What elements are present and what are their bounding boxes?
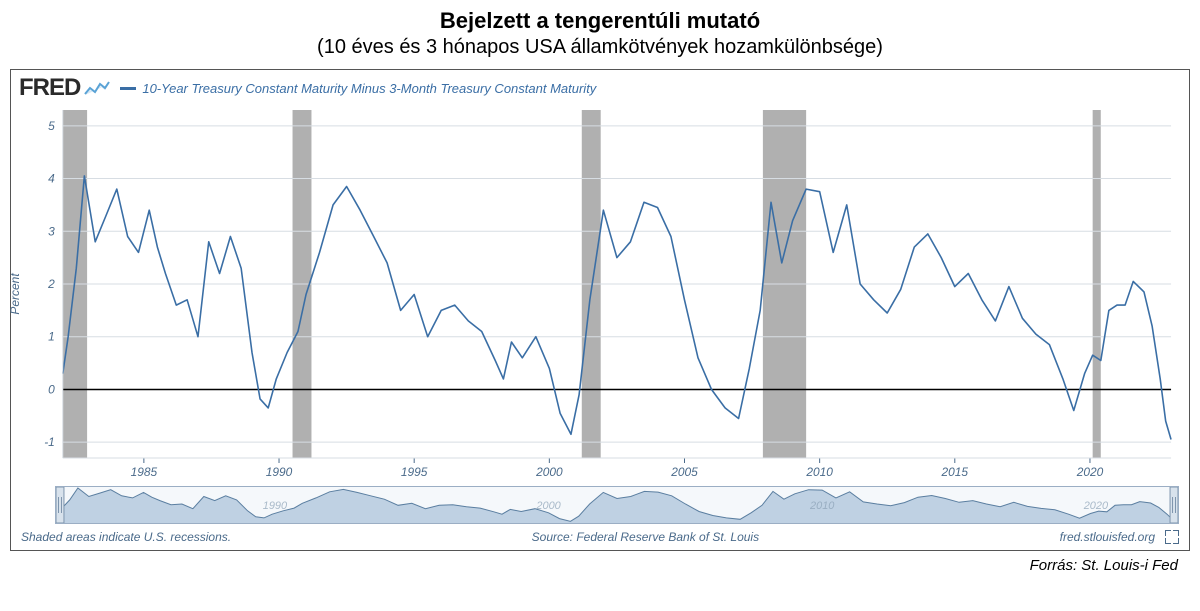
fred-logo-text: FRED <box>19 74 80 102</box>
fullscreen-icon[interactable] <box>1165 530 1179 544</box>
svg-text:5: 5 <box>48 119 55 133</box>
fred-chart-container: FRED 10-Year Treasury Constant Maturity … <box>10 69 1190 551</box>
overview-navigator[interactable]: 1990 2000 2010 2020 <box>55 486 1179 524</box>
y-axis-label: Percent <box>8 273 22 314</box>
footer-link[interactable]: fred.stlouisfed.org <box>1060 530 1155 544</box>
image-attribution: Forrás: St. Louis-i Fed <box>4 557 1178 574</box>
legend-swatch <box>120 87 136 90</box>
svg-text:4: 4 <box>48 172 55 186</box>
footer-recession-note: Shaded areas indicate U.S. recessions. <box>21 530 231 544</box>
svg-text:1990: 1990 <box>266 465 293 479</box>
svg-text:2005: 2005 <box>670 465 698 479</box>
svg-text:2020: 2020 <box>1076 465 1104 479</box>
svg-text:2010: 2010 <box>809 500 835 512</box>
chart-legend: 10-Year Treasury Constant Maturity Minus… <box>120 81 596 96</box>
svg-text:2: 2 <box>47 277 55 291</box>
svg-text:1995: 1995 <box>401 465 428 479</box>
main-chart: Percent -1012345198519901995200020052010… <box>19 104 1181 484</box>
svg-text:0: 0 <box>48 382 55 396</box>
fred-logo: FRED <box>19 74 110 102</box>
legend-label: 10-Year Treasury Constant Maturity Minus… <box>142 81 596 96</box>
footer-source: Source: Federal Reserve Bank of St. Loui… <box>532 530 759 544</box>
svg-text:2015: 2015 <box>941 465 969 479</box>
svg-text:3: 3 <box>48 224 55 238</box>
page-subtitle: (10 éves és 3 hónapos USA államkötvények… <box>4 36 1196 59</box>
fred-logo-icon <box>84 79 110 97</box>
page-title: Bejelzett a tengerentúli mutató <box>4 8 1196 34</box>
svg-text:2000: 2000 <box>535 465 563 479</box>
fred-header: FRED 10-Year Treasury Constant Maturity … <box>11 70 1189 104</box>
svg-text:1990: 1990 <box>263 500 288 512</box>
svg-text:2000: 2000 <box>535 500 561 512</box>
svg-text:2010: 2010 <box>805 465 833 479</box>
svg-text:1: 1 <box>48 330 55 344</box>
svg-text:2020: 2020 <box>1083 500 1109 512</box>
chart-footer: Shaded areas indicate U.S. recessions. S… <box>11 524 1189 550</box>
svg-text:-1: -1 <box>44 435 55 449</box>
svg-text:1985: 1985 <box>131 465 158 479</box>
